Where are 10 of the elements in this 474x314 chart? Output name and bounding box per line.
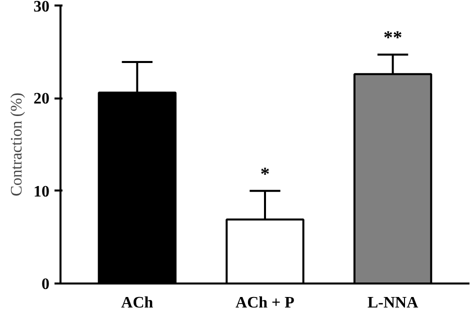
annotation: ** bbox=[383, 28, 402, 49]
x-tick-label: L-NNA bbox=[367, 294, 419, 312]
x-tick-label: ACh + P bbox=[236, 294, 295, 312]
y-tick-label: 0 bbox=[42, 276, 50, 293]
x-tick-label: ACh bbox=[121, 294, 154, 312]
y-tick-label: 10 bbox=[34, 183, 50, 200]
y-axis-title: Contraction (%) bbox=[8, 92, 26, 196]
annotation: * bbox=[260, 164, 270, 185]
y-tick-label: 20 bbox=[34, 90, 50, 108]
y-tick-label: 30 bbox=[34, 0, 50, 16]
